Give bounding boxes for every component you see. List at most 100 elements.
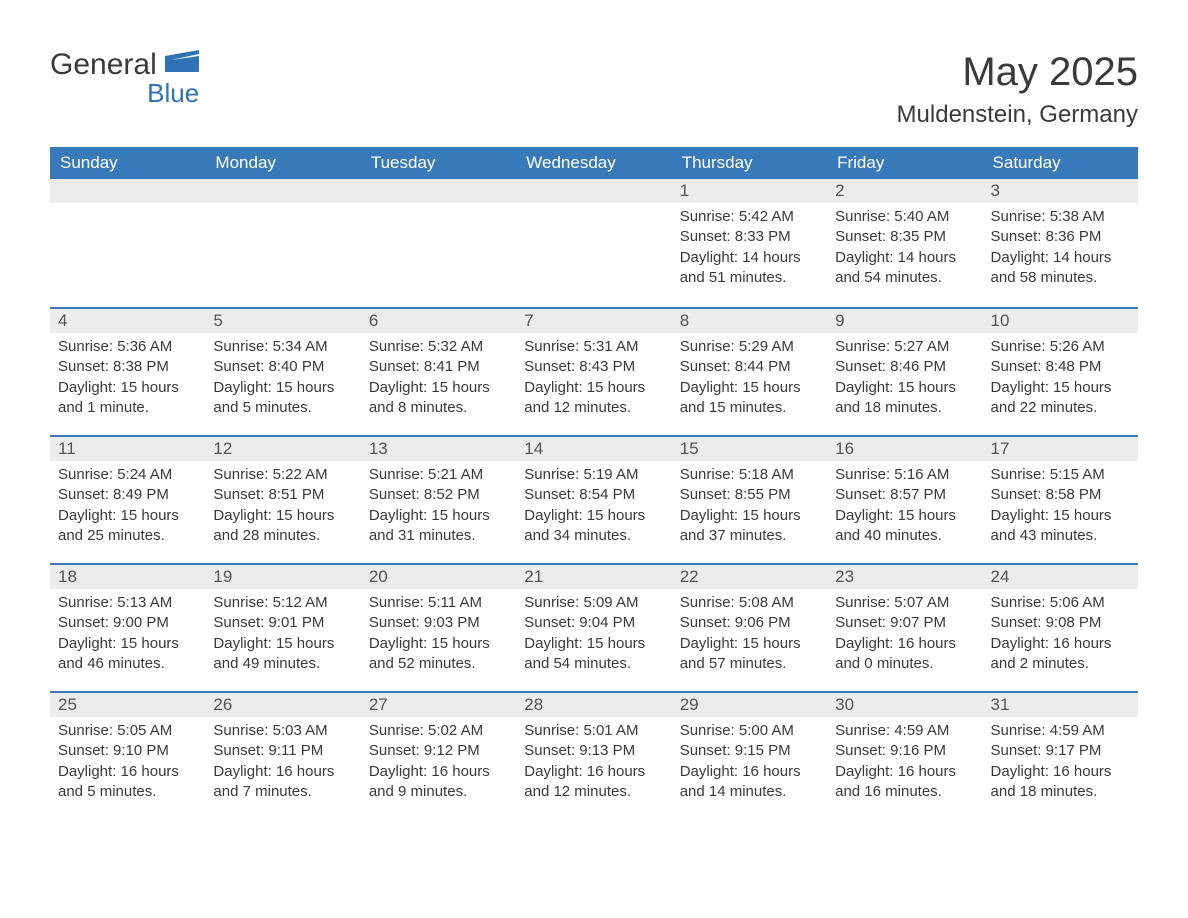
weekday-header-row: Sunday Monday Tuesday Wednesday Thursday… [50, 147, 1138, 179]
daylight-text: Daylight: 15 hours and 22 minutes. [991, 378, 1130, 419]
daylight-text: Daylight: 15 hours and 31 minutes. [369, 506, 508, 547]
sunrise-text: Sunrise: 5:09 AM [524, 593, 663, 613]
calendar-cell: 26Sunrise: 5:03 AMSunset: 9:11 PMDayligh… [205, 691, 360, 819]
title-block: May 2025 Muldenstein, Germany [897, 50, 1138, 129]
day-details: Sunrise: 5:11 AMSunset: 9:03 PMDaylight:… [361, 589, 516, 678]
sunrise-text: Sunrise: 5:06 AM [991, 593, 1130, 613]
empty-day-bar [516, 179, 671, 203]
daylight-text: Daylight: 15 hours and 52 minutes. [369, 634, 508, 675]
daylight-text: Daylight: 15 hours and 1 minute. [58, 378, 197, 419]
sunset-text: Sunset: 8:43 PM [524, 357, 663, 377]
calendar-cell: 29Sunrise: 5:00 AMSunset: 9:15 PMDayligh… [672, 691, 827, 819]
sunset-text: Sunset: 8:41 PM [369, 357, 508, 377]
sunrise-text: Sunrise: 5:11 AM [369, 593, 508, 613]
day-details: Sunrise: 5:40 AMSunset: 8:35 PMDaylight:… [827, 203, 982, 292]
sunset-text: Sunset: 9:12 PM [369, 741, 508, 761]
day-number: 19 [205, 563, 360, 589]
weekday-header: Tuesday [361, 147, 516, 179]
calendar-week-row: 25Sunrise: 5:05 AMSunset: 9:10 PMDayligh… [50, 691, 1138, 819]
sunrise-text: Sunrise: 4:59 AM [835, 721, 974, 741]
daylight-text: Daylight: 15 hours and 40 minutes. [835, 506, 974, 547]
day-details: Sunrise: 5:06 AMSunset: 9:08 PMDaylight:… [983, 589, 1138, 678]
sunrise-text: Sunrise: 5:18 AM [680, 465, 819, 485]
day-number: 4 [50, 307, 205, 333]
daylight-text: Daylight: 15 hours and 8 minutes. [369, 378, 508, 419]
daylight-text: Daylight: 16 hours and 7 minutes. [213, 762, 352, 803]
day-details: Sunrise: 5:27 AMSunset: 8:46 PMDaylight:… [827, 333, 982, 422]
calendar-cell: 12Sunrise: 5:22 AMSunset: 8:51 PMDayligh… [205, 435, 360, 563]
calendar-cell: 1Sunrise: 5:42 AMSunset: 8:33 PMDaylight… [672, 179, 827, 307]
sunrise-text: Sunrise: 5:34 AM [213, 337, 352, 357]
sunrise-text: Sunrise: 5:19 AM [524, 465, 663, 485]
sunrise-text: Sunrise: 5:13 AM [58, 593, 197, 613]
calendar-cell: 15Sunrise: 5:18 AMSunset: 8:55 PMDayligh… [672, 435, 827, 563]
day-details: Sunrise: 5:38 AMSunset: 8:36 PMDaylight:… [983, 203, 1138, 292]
empty-day-bar [205, 179, 360, 203]
sunrise-text: Sunrise: 5:31 AM [524, 337, 663, 357]
day-details: Sunrise: 5:13 AMSunset: 9:00 PMDaylight:… [50, 589, 205, 678]
sunset-text: Sunset: 9:13 PM [524, 741, 663, 761]
calendar-cell: 14Sunrise: 5:19 AMSunset: 8:54 PMDayligh… [516, 435, 671, 563]
calendar-cell: 30Sunrise: 4:59 AMSunset: 9:16 PMDayligh… [827, 691, 982, 819]
sunset-text: Sunset: 9:01 PM [213, 613, 352, 633]
day-details: Sunrise: 5:12 AMSunset: 9:01 PMDaylight:… [205, 589, 360, 678]
sunrise-text: Sunrise: 5:24 AM [58, 465, 197, 485]
logo-word1: General [50, 48, 157, 81]
sunrise-text: Sunrise: 5:29 AM [680, 337, 819, 357]
calendar-cell: 28Sunrise: 5:01 AMSunset: 9:13 PMDayligh… [516, 691, 671, 819]
calendar-cell: 13Sunrise: 5:21 AMSunset: 8:52 PMDayligh… [361, 435, 516, 563]
sunrise-text: Sunrise: 5:16 AM [835, 465, 974, 485]
day-details: Sunrise: 5:42 AMSunset: 8:33 PMDaylight:… [672, 203, 827, 292]
sunset-text: Sunset: 8:48 PM [991, 357, 1130, 377]
calendar-cell: 31Sunrise: 4:59 AMSunset: 9:17 PMDayligh… [983, 691, 1138, 819]
day-number: 22 [672, 563, 827, 589]
daylight-text: Daylight: 16 hours and 14 minutes. [680, 762, 819, 803]
calendar-cell: 8Sunrise: 5:29 AMSunset: 8:44 PMDaylight… [672, 307, 827, 435]
day-number: 27 [361, 691, 516, 717]
day-number: 30 [827, 691, 982, 717]
daylight-text: Daylight: 14 hours and 51 minutes. [680, 248, 819, 289]
day-details: Sunrise: 5:36 AMSunset: 8:38 PMDaylight:… [50, 333, 205, 422]
day-number: 7 [516, 307, 671, 333]
weekday-header: Sunday [50, 147, 205, 179]
daylight-text: Daylight: 16 hours and 18 minutes. [991, 762, 1130, 803]
calendar-cell: 23Sunrise: 5:07 AMSunset: 9:07 PMDayligh… [827, 563, 982, 691]
logo: General Blue [50, 50, 199, 109]
day-number: 28 [516, 691, 671, 717]
day-details: Sunrise: 4:59 AMSunset: 9:16 PMDaylight:… [827, 717, 982, 806]
day-details: Sunrise: 5:16 AMSunset: 8:57 PMDaylight:… [827, 461, 982, 550]
sunset-text: Sunset: 8:46 PM [835, 357, 974, 377]
sunset-text: Sunset: 9:07 PM [835, 613, 974, 633]
day-number: 13 [361, 435, 516, 461]
calendar-cell: 10Sunrise: 5:26 AMSunset: 8:48 PMDayligh… [983, 307, 1138, 435]
day-number: 17 [983, 435, 1138, 461]
day-details: Sunrise: 5:22 AMSunset: 8:51 PMDaylight:… [205, 461, 360, 550]
day-number: 15 [672, 435, 827, 461]
daylight-text: Daylight: 15 hours and 25 minutes. [58, 506, 197, 547]
calendar-cell: 27Sunrise: 5:02 AMSunset: 9:12 PMDayligh… [361, 691, 516, 819]
calendar-cell: 18Sunrise: 5:13 AMSunset: 9:00 PMDayligh… [50, 563, 205, 691]
sunset-text: Sunset: 8:58 PM [991, 485, 1130, 505]
day-number: 1 [672, 179, 827, 203]
day-details: Sunrise: 5:02 AMSunset: 9:12 PMDaylight:… [361, 717, 516, 806]
sunrise-text: Sunrise: 5:40 AM [835, 207, 974, 227]
weekday-header: Monday [205, 147, 360, 179]
calendar-cell: 9Sunrise: 5:27 AMSunset: 8:46 PMDaylight… [827, 307, 982, 435]
sunrise-text: Sunrise: 5:05 AM [58, 721, 197, 741]
calendar-cell: 7Sunrise: 5:31 AMSunset: 8:43 PMDaylight… [516, 307, 671, 435]
sunrise-text: Sunrise: 5:42 AM [680, 207, 819, 227]
sunset-text: Sunset: 8:44 PM [680, 357, 819, 377]
calendar-week-row: 18Sunrise: 5:13 AMSunset: 9:00 PMDayligh… [50, 563, 1138, 691]
sunset-text: Sunset: 8:51 PM [213, 485, 352, 505]
sunset-text: Sunset: 9:16 PM [835, 741, 974, 761]
day-number: 9 [827, 307, 982, 333]
day-number: 18 [50, 563, 205, 589]
sunset-text: Sunset: 8:40 PM [213, 357, 352, 377]
weekday-header: Friday [827, 147, 982, 179]
calendar-cell: 24Sunrise: 5:06 AMSunset: 9:08 PMDayligh… [983, 563, 1138, 691]
day-number: 8 [672, 307, 827, 333]
sunrise-text: Sunrise: 5:38 AM [991, 207, 1130, 227]
day-number: 23 [827, 563, 982, 589]
day-details: Sunrise: 5:08 AMSunset: 9:06 PMDaylight:… [672, 589, 827, 678]
sunset-text: Sunset: 9:10 PM [58, 741, 197, 761]
